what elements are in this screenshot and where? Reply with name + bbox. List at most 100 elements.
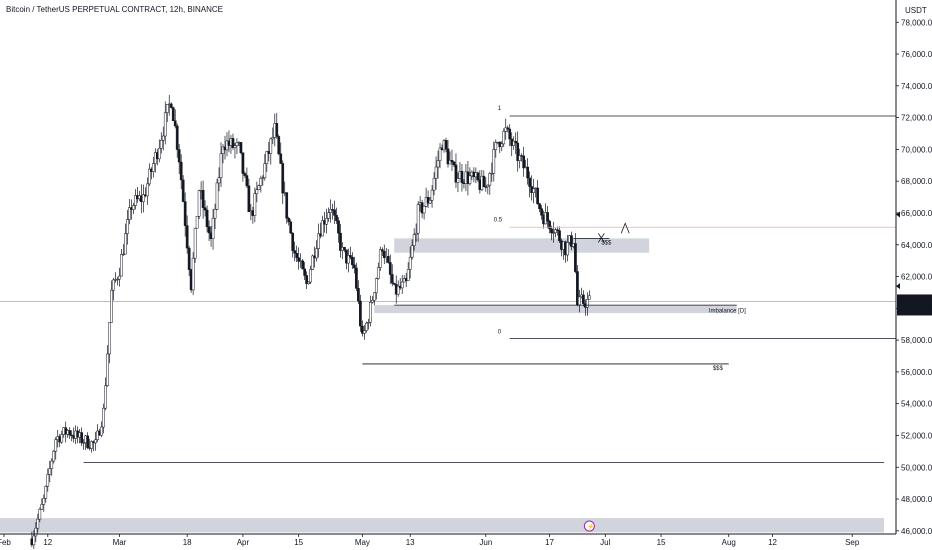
candle (372, 292, 376, 306)
candle (307, 281, 310, 285)
candle (82, 439, 85, 450)
candle (518, 148, 522, 169)
candle (275, 112, 279, 139)
candle (46, 468, 50, 492)
candle (488, 171, 492, 195)
time-tick-label: 13 (406, 538, 415, 547)
price-tick-label: 70,000.0 (901, 145, 932, 154)
price-tick-label: 66,000.0 (901, 209, 932, 218)
candle (452, 161, 456, 168)
candle (201, 180, 205, 219)
candle (54, 437, 58, 460)
candle (367, 318, 370, 330)
candle (287, 216, 291, 226)
time-tick-label: Feb (0, 538, 11, 547)
candle (193, 227, 197, 263)
time-tick-label: Sep (845, 538, 860, 547)
candle (392, 282, 396, 286)
candle (80, 427, 83, 446)
candle (40, 498, 44, 510)
price-tick-label: 64,000.0 (901, 241, 932, 250)
currency-label: USDT (905, 6, 927, 15)
price-tick-label: 50,000.0 (901, 463, 932, 472)
candle (349, 246, 352, 260)
candle (52, 449, 56, 464)
candle (588, 290, 591, 300)
candle (315, 240, 318, 262)
candle (161, 126, 165, 151)
candle (353, 256, 356, 274)
candle (265, 150, 269, 172)
candle (179, 154, 183, 189)
candle (297, 247, 301, 270)
candle (116, 276, 119, 286)
price-tick-label: 74,000.0 (901, 82, 932, 91)
candle (255, 181, 259, 203)
candle (317, 223, 320, 258)
candle (363, 324, 366, 340)
imbalance-zone (374, 305, 737, 314)
candle (175, 123, 179, 158)
price-tick-label: 56,000.0 (901, 368, 932, 377)
candle (241, 152, 245, 182)
candle (556, 226, 559, 236)
candle (90, 440, 93, 453)
candle (147, 163, 151, 187)
candle (181, 175, 185, 203)
candle (94, 431, 97, 451)
candle (239, 142, 243, 155)
price-tick-label: 78,000.0 (901, 18, 932, 27)
candle (233, 142, 237, 159)
time-axis[interactable]: Feb 12 Mar 18 Apr 15 May 13 Jun 17 Jul 15 Aug 12 Sep (0, 534, 860, 547)
candle (197, 189, 201, 219)
candle (382, 244, 386, 265)
candle (177, 144, 181, 174)
candle (574, 233, 577, 274)
candle (502, 128, 506, 147)
candle (213, 203, 217, 230)
candle (36, 513, 40, 534)
candle (183, 192, 187, 237)
demand-zone (0, 518, 884, 533)
time-tick-label: 15 (657, 538, 666, 547)
price-tag-countdown: 09:35:50 (901, 305, 932, 314)
candle (434, 156, 438, 190)
candle (163, 101, 167, 145)
candle (532, 178, 535, 204)
candle (207, 220, 211, 241)
candle (102, 403, 105, 434)
event-badge[interactable] (583, 520, 595, 532)
price-tick-label: 76,000.0 (901, 50, 932, 59)
price-tick-label: 68,000.0 (901, 177, 932, 186)
candle (217, 167, 221, 192)
candle (343, 246, 346, 253)
candle (311, 254, 314, 271)
candle (285, 192, 289, 224)
candle (257, 184, 261, 191)
candle (376, 262, 380, 280)
candle (390, 264, 394, 287)
candle (235, 138, 239, 154)
candle (554, 227, 557, 238)
candle (490, 162, 494, 182)
price-tick-label: 62,000.0 (901, 273, 932, 282)
candle (410, 239, 414, 260)
candle (281, 160, 285, 205)
candle (277, 134, 281, 156)
candle (456, 172, 460, 193)
candle (263, 154, 267, 181)
candle (157, 139, 161, 163)
candle (370, 296, 374, 304)
axis-marker-icon (896, 211, 900, 218)
candle (337, 217, 340, 243)
candle (271, 127, 275, 145)
candle (516, 131, 520, 172)
price-tick-label: 54,000.0 (901, 400, 932, 409)
candle (430, 185, 434, 208)
candle (380, 247, 384, 257)
candle (494, 139, 498, 158)
time-tick-label: 17 (545, 538, 554, 547)
candle (195, 215, 199, 229)
